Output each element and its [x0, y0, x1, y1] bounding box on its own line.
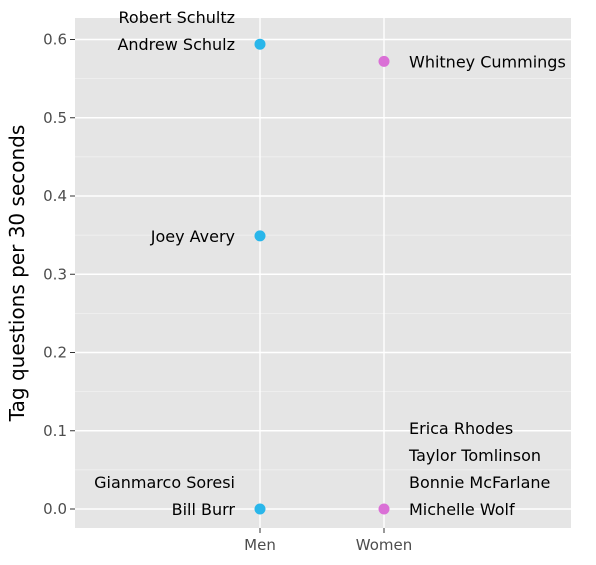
point-label: Andrew Schulz [117, 35, 235, 54]
point-label: Bill Burr [172, 500, 236, 519]
y-tick-label: 0.1 [43, 422, 67, 440]
plot-panel [75, 18, 571, 528]
point-label: Gianmarco Soresi [94, 473, 235, 492]
tick-labels: 0.0 0.1 0.2 0.3 0.4 0.5 0.6 Men Women [43, 31, 412, 555]
point-label: Joey Avery [150, 227, 235, 246]
y-tick-label: 0.0 [43, 500, 67, 518]
y-tick-label: 0.3 [43, 265, 67, 283]
point-label: Robert Schultz [119, 8, 235, 27]
x-tick-label: Women [356, 536, 412, 554]
data-point [254, 38, 266, 50]
data-point [254, 503, 266, 515]
data-point [378, 55, 390, 67]
data-point [378, 503, 390, 515]
grid-layer [75, 18, 571, 528]
point-label: Bonnie McFarlane [409, 473, 550, 492]
point-labels: Robert Schultz Andrew Schulz Joey Avery Gia… [94, 8, 566, 519]
y-axis-title: Tag questions per 30 seconds [5, 125, 29, 423]
point-label: Whitney Cummings [409, 52, 566, 71]
y-tick-label: 0.6 [43, 31, 67, 49]
data-point [254, 230, 266, 242]
y-tick-label: 0.5 [43, 109, 67, 127]
y-tick-label: 0.2 [43, 344, 67, 362]
point-label: Taylor Tomlinson [408, 446, 541, 465]
y-tick-label: 0.4 [43, 187, 67, 205]
x-tick-label: Men [244, 536, 276, 554]
point-label: Michelle Wolf [409, 500, 515, 519]
data-points [254, 38, 390, 515]
point-label: Erica Rhodes [409, 419, 513, 438]
